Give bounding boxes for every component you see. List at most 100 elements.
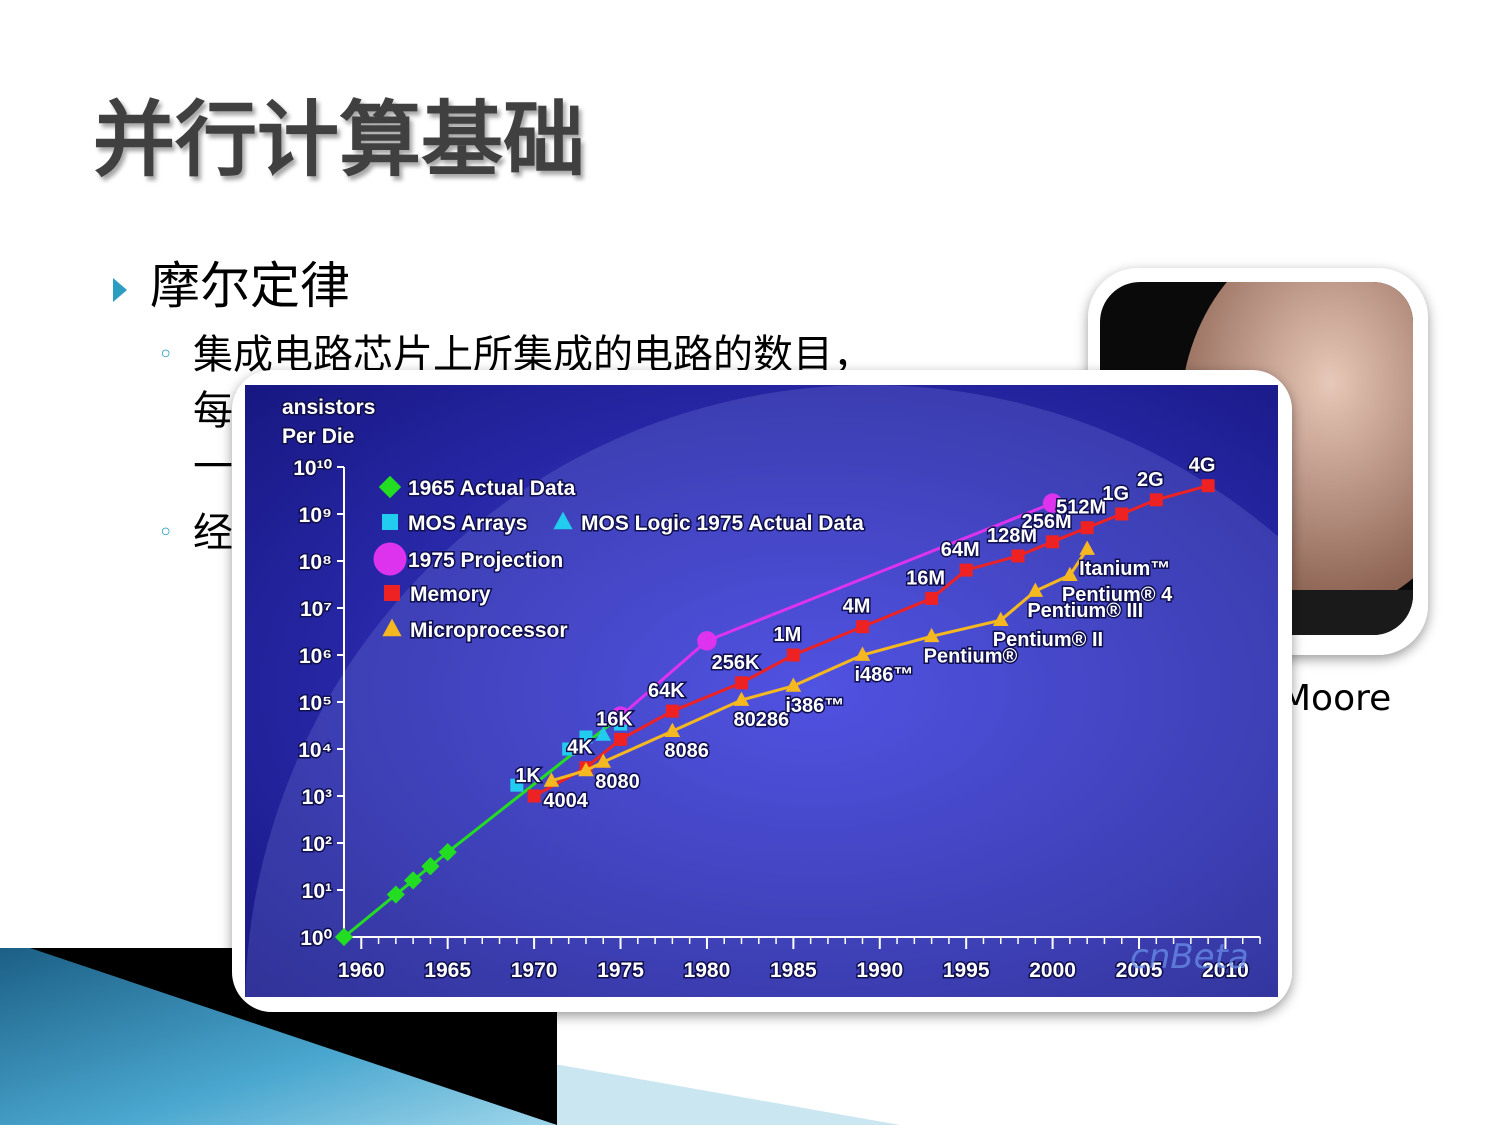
point-label: 80286: [734, 709, 790, 731]
marker: [1079, 540, 1095, 555]
sub-bullet-text: 一: [193, 444, 233, 490]
marker: [421, 857, 440, 876]
data-label: 128M: [987, 525, 1037, 547]
legend-marker: [378, 475, 402, 499]
y-tick-label: 10⁴: [298, 739, 332, 762]
point-label: Pentium® III: [1027, 600, 1143, 622]
point-label: 8086: [664, 740, 709, 762]
y-tick-label: 10⁷: [300, 598, 332, 621]
chart: ansistors Per Die 10⁰ 10¹ 10² 10³ 10⁴ 10⁵ 10⁶ 10⁷…: [245, 385, 1278, 997]
marker: [527, 789, 541, 803]
legend-label: Memory: [410, 583, 491, 606]
marker: [1115, 507, 1129, 521]
legend-label: MOS Arrays: [408, 512, 527, 535]
marker: [923, 627, 940, 643]
y-tick-label: 10⁰: [300, 927, 332, 950]
marker: [1042, 493, 1063, 513]
marker: [438, 843, 457, 862]
point-label: Pentium® 4: [1062, 584, 1173, 606]
marker: [578, 761, 594, 777]
legend-label: 1975 Projection: [408, 549, 563, 572]
chart-background: [245, 385, 1278, 997]
y-axis-label: ansistors: [282, 396, 375, 419]
x-tick-label: 1980: [684, 959, 731, 982]
marker: [1027, 582, 1044, 597]
marker: [992, 611, 1009, 627]
legend-marker: [382, 514, 398, 530]
y-tick-label: 10¹⁰: [293, 457, 332, 480]
point-label: Itanium™: [1079, 558, 1170, 580]
point-label: Pentium®: [924, 645, 1018, 667]
y-tick-label: 10²: [302, 833, 332, 856]
marker: [854, 646, 871, 661]
legend-marker: [553, 511, 573, 530]
data-label: 4M: [843, 596, 871, 618]
marker: [1011, 549, 1025, 563]
marker: [855, 620, 869, 634]
bullet-text: 摩尔定律: [150, 257, 350, 315]
legend-label: 1965 Actual Data: [408, 477, 576, 500]
series-line: [343, 714, 622, 939]
data-label: 2G: [1137, 469, 1164, 491]
slide-title: 并行计算基础: [93, 93, 585, 188]
photo-caption: Moore: [1280, 678, 1391, 719]
marker: [610, 706, 631, 726]
y-tick-label: 10⁶: [299, 645, 332, 668]
marker: [1046, 535, 1060, 549]
data-label: 1M: [773, 624, 801, 646]
x-tick-label: 1960: [338, 959, 385, 982]
y-tick-label: 10³: [302, 786, 332, 809]
decor-light: [557, 1065, 900, 1125]
marker: [614, 732, 628, 746]
data-label: 16M: [906, 567, 945, 589]
marker: [733, 691, 750, 706]
marker: [697, 631, 717, 651]
x-tick-label: 1970: [511, 959, 558, 982]
y-axis-label: Per Die: [282, 425, 354, 448]
wafer: [245, 385, 1278, 997]
marker: [334, 927, 354, 947]
x-tick-label: 1990: [856, 959, 903, 982]
marker: [562, 742, 576, 756]
point-label: 8080: [595, 771, 640, 793]
sub-bullet-text: 经: [193, 510, 233, 556]
marker: [959, 563, 973, 577]
watermark: cnBeta: [1130, 937, 1249, 977]
marker: [579, 730, 593, 744]
legend-marker: [373, 542, 407, 576]
marker: [785, 677, 802, 692]
data-label: 4K: [567, 737, 593, 759]
legend-marker: [384, 585, 400, 601]
marker: [404, 871, 423, 890]
data-label: 64M: [941, 539, 980, 561]
x-tick-label: 2010: [1202, 959, 1249, 982]
marker: [1149, 493, 1163, 507]
x-tick-label: 2005: [1116, 959, 1163, 982]
marker: [1080, 521, 1094, 535]
data-label: 16K: [596, 708, 633, 730]
x-tick-label: 1985: [770, 959, 817, 982]
x-tick-label: 2000: [1029, 959, 1076, 982]
legend-label: Microprocessor: [410, 619, 568, 642]
data-label: 1G: [1102, 483, 1129, 505]
decor-wedge: [0, 948, 557, 1125]
data-label: 256K: [712, 652, 760, 674]
legend-label: MOS Logic 1975 Actual Data: [581, 512, 864, 535]
marker: [386, 885, 405, 904]
marker: [1201, 479, 1215, 493]
marker: [1062, 566, 1078, 581]
data-label: 4G: [1189, 455, 1216, 477]
x-tick-label: 1975: [597, 959, 644, 982]
legend-marker: [382, 618, 402, 637]
point-label: Pentium® II: [993, 629, 1103, 651]
marker: [735, 676, 749, 690]
point-label: i386™: [785, 695, 844, 717]
x-tick-label: 1995: [943, 959, 990, 982]
sub-bullet-mark: ◦: [158, 518, 173, 548]
marker: [595, 753, 612, 768]
data-label: 1K: [515, 765, 541, 787]
marker: [543, 772, 560, 787]
marker: [925, 591, 939, 605]
